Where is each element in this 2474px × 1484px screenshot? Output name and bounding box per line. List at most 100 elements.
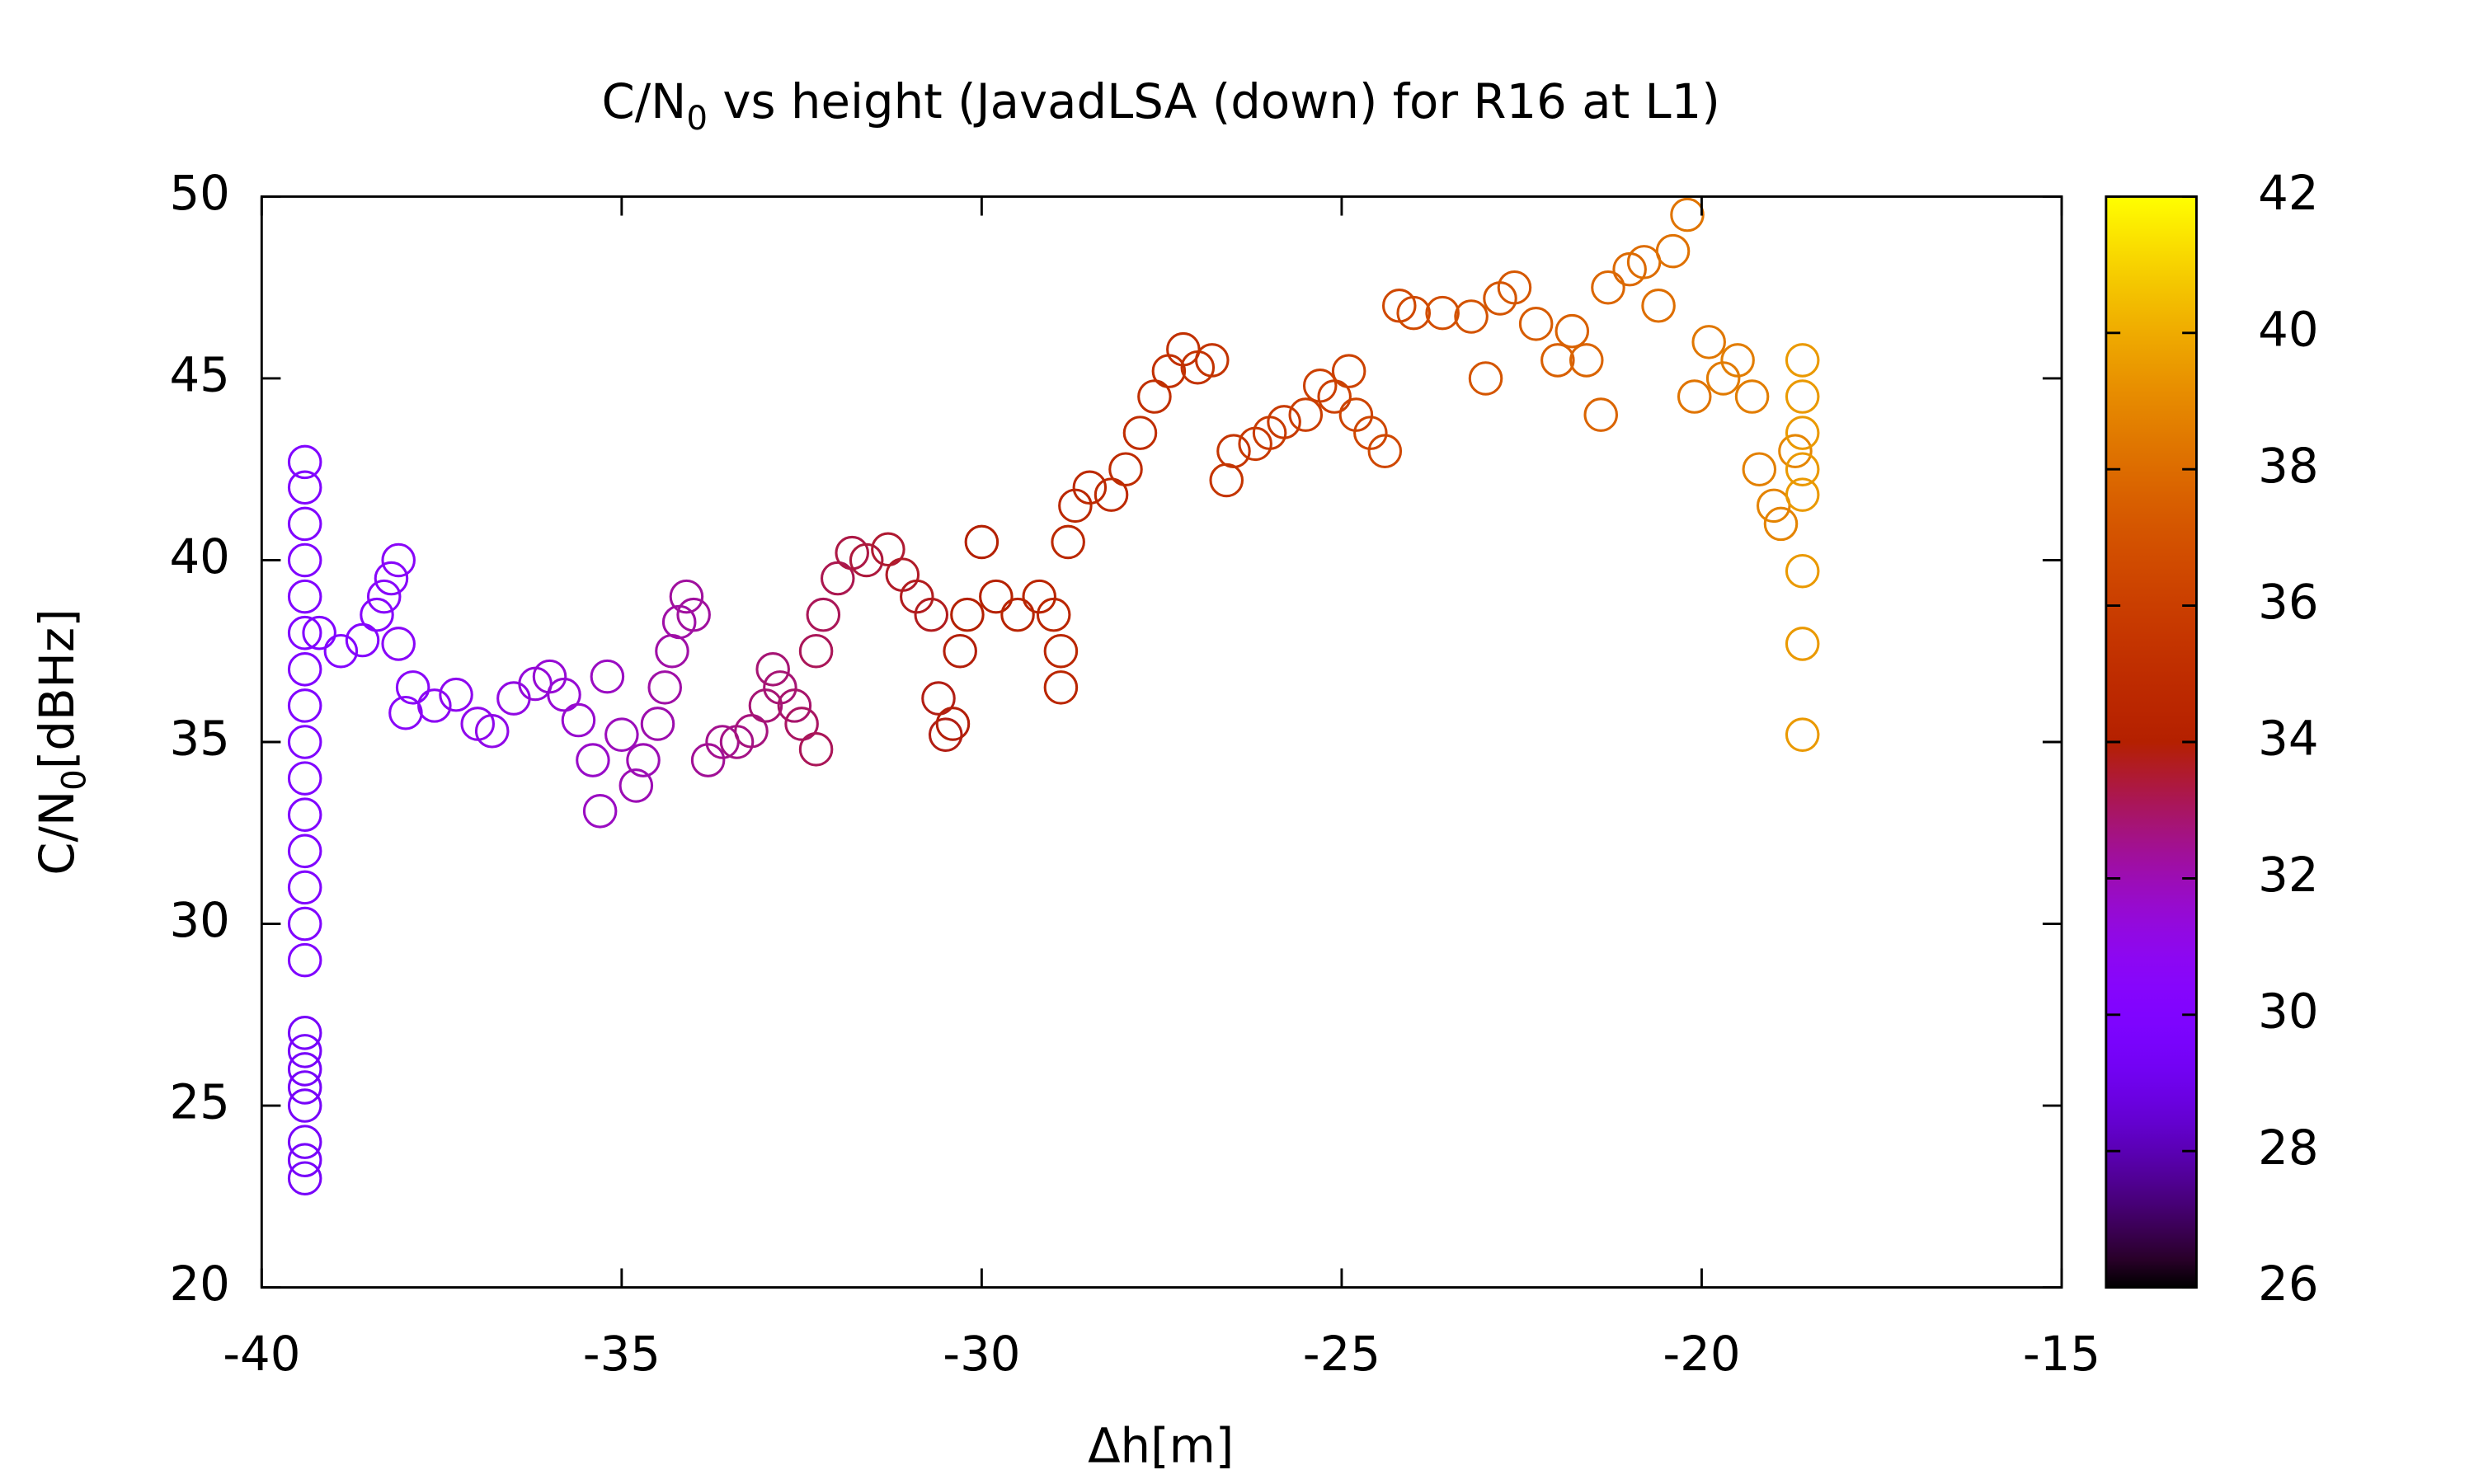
x-tick-label: -40 [223, 1326, 300, 1382]
ylabel-sub: 0 [54, 769, 93, 791]
point [690, 743, 726, 777]
point [287, 1143, 322, 1177]
chart-title: C/N0 vs height (JavadLSA (down) for R16 … [601, 73, 1719, 139]
y-tick-label: 30 [169, 892, 229, 948]
point [287, 725, 322, 759]
point [381, 627, 416, 661]
point [1094, 477, 1129, 512]
point [366, 579, 402, 614]
point [655, 633, 689, 669]
point [1022, 579, 1057, 614]
point [979, 579, 1014, 614]
point [1238, 426, 1272, 462]
point [618, 768, 654, 803]
point [576, 743, 610, 777]
point [1518, 307, 1554, 341]
point [287, 1034, 322, 1068]
point [395, 670, 430, 705]
point [287, 797, 322, 832]
point [1785, 477, 1820, 512]
point [374, 561, 409, 596]
point [496, 681, 531, 716]
point [1554, 313, 1590, 349]
point [1468, 361, 1503, 396]
point [323, 633, 359, 669]
y-tick-label: 20 [169, 1256, 229, 1312]
point [1252, 416, 1287, 450]
point [287, 1125, 322, 1159]
point [928, 717, 963, 752]
point [287, 652, 322, 687]
cb-tick-label: 28 [2258, 1120, 2318, 1176]
point [1785, 343, 1820, 378]
point [1497, 270, 1532, 305]
point [547, 677, 581, 712]
point [1367, 434, 1403, 468]
point [1569, 343, 1604, 378]
point [1072, 470, 1108, 505]
point [287, 1161, 322, 1196]
point [287, 542, 322, 578]
point [417, 688, 452, 723]
point [287, 1016, 322, 1050]
point [287, 1088, 322, 1123]
point [1778, 434, 1813, 468]
point [921, 681, 956, 716]
point [777, 688, 812, 723]
point [439, 677, 473, 712]
y-tick-label: 40 [169, 528, 229, 585]
point [1396, 295, 1432, 331]
point [1483, 281, 1517, 316]
point [669, 579, 704, 614]
point [1785, 627, 1820, 661]
point [1785, 717, 1820, 752]
cb-tick-label: 38 [2258, 438, 2318, 494]
point [1195, 343, 1230, 378]
point [1591, 270, 1625, 305]
point [943, 633, 977, 669]
point [1742, 452, 1777, 486]
point [748, 688, 783, 723]
point [964, 524, 999, 560]
title-main: C/N [601, 73, 686, 129]
point [1583, 397, 1619, 432]
x-tick-label: -30 [943, 1326, 1020, 1382]
point [561, 702, 596, 738]
x-tick-label: -35 [583, 1326, 661, 1382]
point [532, 659, 567, 694]
point [935, 707, 971, 741]
point [1267, 405, 1301, 439]
cb-tick-label: 26 [2258, 1256, 2318, 1312]
cb-tick-label: 34 [2258, 711, 2318, 767]
point [1785, 452, 1820, 486]
x-tick-label: -20 [1663, 1326, 1740, 1382]
point [1043, 670, 1079, 705]
point [755, 652, 790, 687]
x-axis-label: Δh[m] [1088, 1417, 1234, 1473]
point [806, 597, 841, 632]
point [1785, 379, 1820, 414]
point [287, 870, 322, 905]
point [287, 470, 322, 505]
point [604, 717, 639, 752]
point [287, 579, 322, 614]
point [474, 713, 510, 749]
point [1108, 452, 1143, 486]
point [1151, 354, 1187, 388]
point [1757, 488, 1791, 524]
point [1641, 289, 1676, 323]
y-tick-label: 45 [169, 347, 229, 403]
point [1000, 597, 1035, 632]
point [1051, 524, 1085, 560]
point [798, 633, 834, 669]
point [1137, 379, 1172, 414]
cb-tick-label: 36 [2258, 574, 2318, 630]
point [821, 561, 855, 596]
cb-tick-label: 32 [2258, 847, 2318, 903]
point [1670, 197, 1705, 232]
point [1425, 295, 1460, 331]
y-axis-label: C/N0[dBHz] [29, 608, 94, 875]
point [676, 597, 711, 632]
point [1677, 379, 1712, 414]
